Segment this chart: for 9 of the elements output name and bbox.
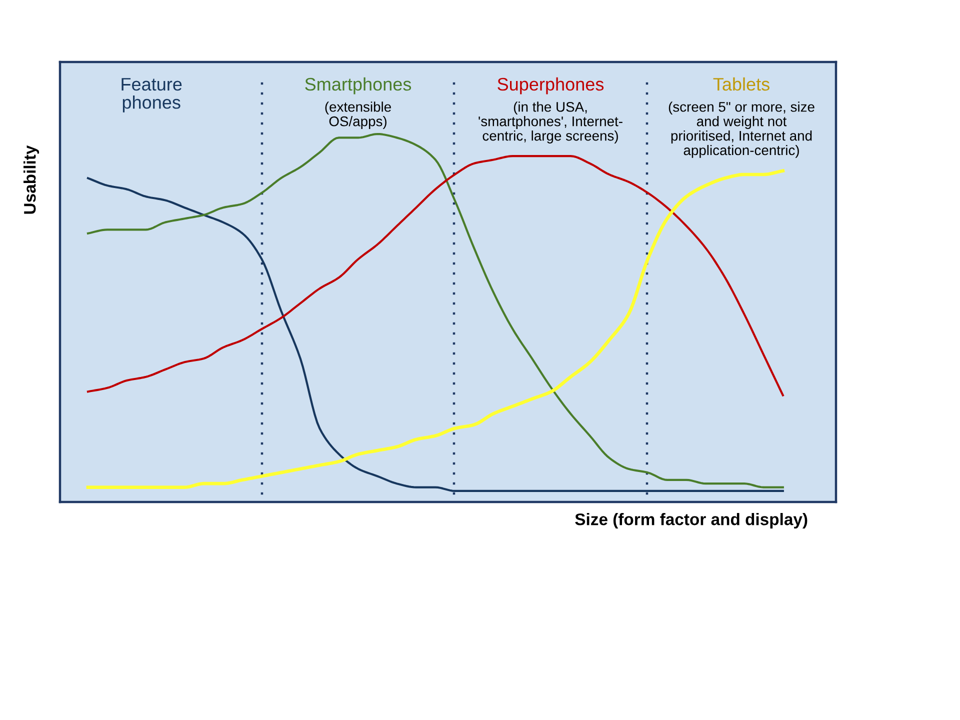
text: (extensible OS/apps) bbox=[325, 102, 391, 130]
y-axis-title: Usability bbox=[24, 145, 40, 214]
annotation: (in the USA, 'smartphones', Internet- centric, large screens) bbox=[478, 102, 622, 144]
text: Superphones bbox=[498, 77, 604, 94]
annotation: (screen 5" or more, size and weight not prioritised, Internet and application-centric) bbox=[668, 102, 814, 158]
text: Smartphones bbox=[305, 77, 412, 94]
x-axis-title: Size (form factor and display) bbox=[575, 513, 808, 529]
text: Tablets bbox=[713, 77, 770, 91]
text: Feature phones bbox=[122, 78, 182, 112]
